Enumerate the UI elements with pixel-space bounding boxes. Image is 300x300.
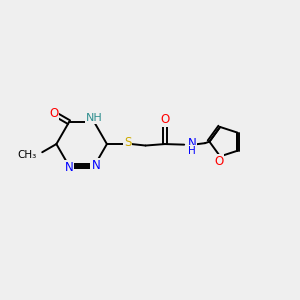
Text: S: S <box>124 136 131 149</box>
Text: N: N <box>64 161 74 174</box>
Text: CH₃: CH₃ <box>18 150 37 160</box>
Text: H: H <box>188 146 196 156</box>
Text: O: O <box>214 155 223 168</box>
Text: O: O <box>160 113 170 126</box>
Text: N: N <box>188 137 197 150</box>
Text: N: N <box>92 159 100 172</box>
Text: NH: NH <box>86 113 103 123</box>
Text: O: O <box>49 107 58 120</box>
